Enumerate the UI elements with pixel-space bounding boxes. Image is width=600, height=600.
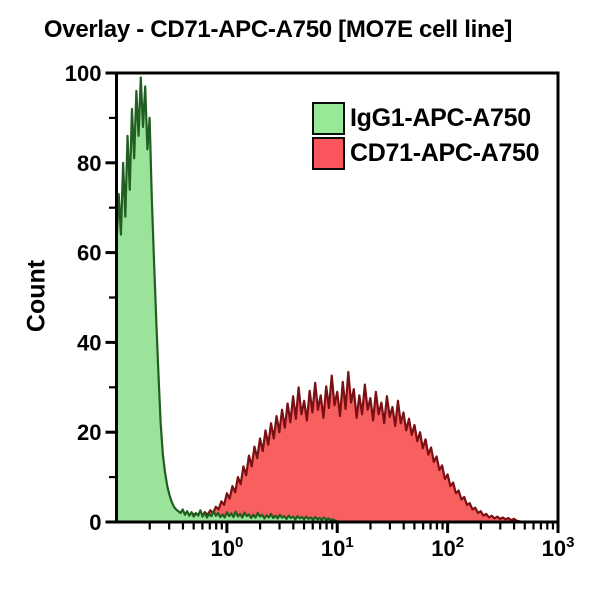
x-tick-label: 101 <box>321 534 354 561</box>
y-tick-label: 40 <box>77 330 101 355</box>
legend-swatch-igg1-apc-a750 <box>312 102 345 135</box>
legend-label: IgG1-APC-A750 <box>350 104 531 132</box>
legend-item-igg1-apc-a750: IgG1-APC-A750 <box>312 101 539 136</box>
x-tick-label: 100 <box>210 534 243 561</box>
legend-item-cd71-apc-a750: CD71-APC-A750 <box>312 136 540 171</box>
legend-swatch-cd71-apc-a750 <box>312 137 345 170</box>
igg1-apc-a750-histogram-outline <box>116 76 340 523</box>
y-tick-label: 20 <box>77 420 101 445</box>
x-tick-label: 103 <box>542 534 575 561</box>
legend-label: CD71-APC-A750 <box>350 139 540 167</box>
y-tick-label: 80 <box>77 151 101 176</box>
series-layer <box>116 76 523 523</box>
y-tick-label: 60 <box>77 241 101 266</box>
axes-layer: 0 20 40 60 80 100 100 101 102 103 <box>65 61 575 561</box>
y-axis-label: Count <box>22 259 51 333</box>
legend: IgG1-APC-A750 CD71-APC-A750 <box>312 101 540 171</box>
chart-title: Overlay - CD71-APC-A750 [MO7E cell line] <box>43 16 513 43</box>
y-tick-label: 0 <box>89 510 101 535</box>
cd71-apc-a750-histogram-outline <box>165 370 523 523</box>
x-tick-label: 102 <box>431 534 464 561</box>
cd71-apc-a750-histogram-fill <box>166 372 523 522</box>
y-tick-label: 100 <box>65 61 102 86</box>
igg1-apc-a750-histogram-fill <box>116 77 340 523</box>
